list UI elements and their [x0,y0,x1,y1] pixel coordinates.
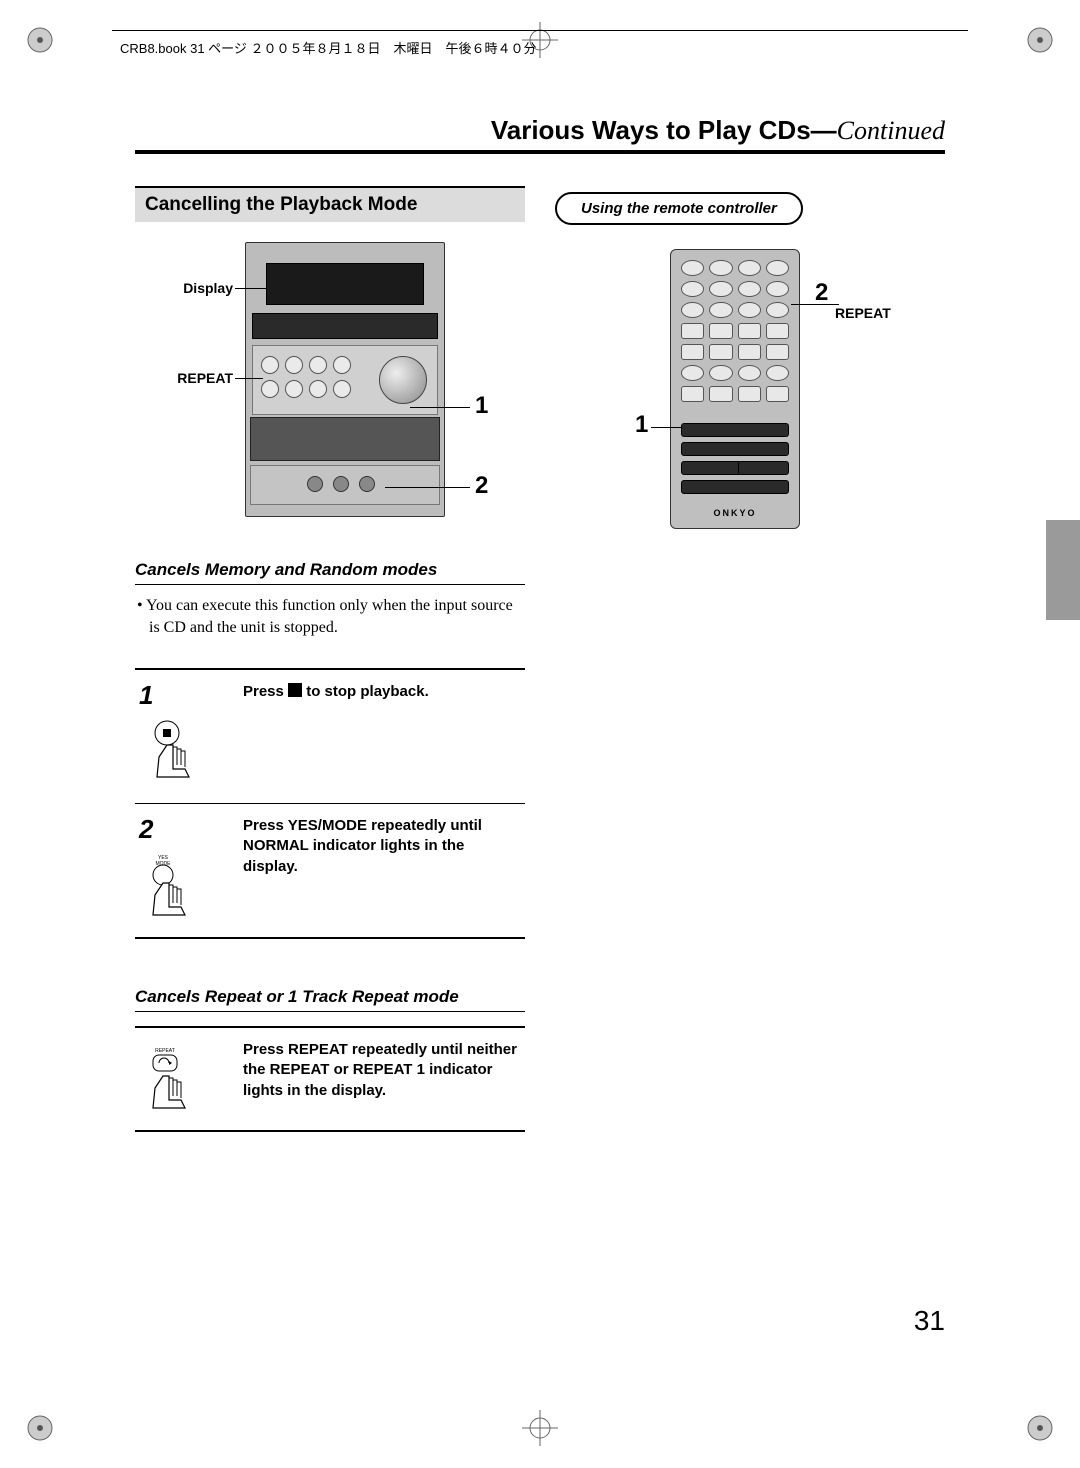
step-text-part: Press [243,683,288,700]
remote-bar [681,480,789,494]
callout-num-2: 2 [475,472,488,500]
device-figure: Display REPEAT 1 2 [135,242,525,542]
svg-text:REPEAT: REPEAT [155,1048,175,1054]
press-stop-icon [139,717,211,789]
steps-table: REPEAT Press REPEAT repeatedly until nei… [135,1026,525,1132]
callout-line [385,487,470,488]
remote-body: ONKYO [670,249,800,529]
callout-line [235,378,263,379]
callout-line [651,427,681,428]
page-side-tab [1046,520,1080,620]
press-yes-mode-icon: YES MODE [139,851,211,923]
remote-figure: ONKYO 2 REPEAT 1 [555,249,945,549]
step-row: 2 YES MODE Press YES/MODE repeatedly unt [135,804,525,937]
step-number: 2 [139,814,229,845]
sub-title-memory-random: Cancels Memory and Random modes [135,560,525,585]
device-jacks [307,476,375,492]
device-buttons [261,356,351,398]
note-text: • You can execute this function only whe… [135,595,525,638]
callout-repeat-label: REPEAT [135,370,233,386]
remote-bar [681,461,742,475]
remote-callout-1: 1 [635,411,648,439]
remote-bar [738,461,789,475]
crop-mark [1020,20,1060,60]
step-text-part: to stop playback. [302,683,429,700]
header-filename: CRB8.book 31 ページ ２００５年８月１８日 木曜日 午後６時４０分 [120,38,537,57]
crop-mark [20,20,60,60]
device-body [245,242,445,517]
callout-line [791,304,839,305]
remote-bar [681,442,789,456]
callout-line [410,407,470,408]
step-text: Press to stop playback. [243,680,429,789]
step-text: Press YES/MODE repeatedly until NORMAL i… [243,814,521,923]
step-number: 1 [139,680,229,711]
step-text: Press REPEAT repeatedly until neither th… [243,1038,521,1116]
page-title-main: Various Ways to Play CDs [491,115,811,145]
volume-knob-icon [379,356,427,404]
device-tray [250,417,440,461]
step-row: REPEAT Press REPEAT repeatedly until nei… [135,1028,525,1130]
device-controls [252,345,438,415]
remote-button-grid [681,260,789,402]
callout-num-1: 1 [475,392,488,420]
remote-oval-label: Using the remote controller [555,192,803,225]
section-heading: Cancelling the Playback Mode [135,186,525,222]
device-cd-panel [252,313,438,339]
callout-display-label: Display [135,280,233,296]
press-repeat-icon: REPEAT [139,1044,211,1116]
callout-line [235,288,267,289]
page-number: 31 [914,1305,945,1337]
remote-brand-label: ONKYO [671,508,799,518]
stop-icon [288,683,302,697]
device-bottom-panel [250,465,440,505]
remote-callout-2: 2 [815,279,828,307]
crop-mark [1020,1408,1060,1448]
crop-mark [520,1408,560,1448]
remote-callout-repeat: REPEAT [835,305,905,321]
header-rule [112,30,968,31]
crop-mark [20,1408,60,1448]
page-title-row: Various Ways to Play CDs—Continued [135,115,945,154]
sub-title-repeat: Cancels Repeat or 1 Track Repeat mode [135,987,525,1012]
page-title-continued: Continued [837,116,945,145]
steps-table: 1 Press to stop playback. [135,668,525,939]
remote-bar [681,423,789,437]
step-row: 1 Press to stop playback. [135,670,525,804]
page-title-sep: — [811,115,837,145]
device-display-panel [266,263,424,305]
